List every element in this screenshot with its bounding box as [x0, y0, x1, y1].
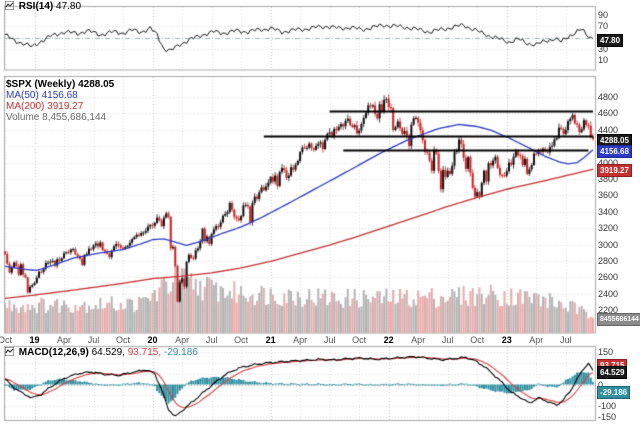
- ma50-value: 4156.68: [41, 90, 78, 101]
- x-axis-label: 23: [501, 335, 512, 345]
- rsi-axis-label: 70: [598, 21, 609, 32]
- volume-value-box: 8455686144: [597, 313, 640, 326]
- ma50-label: MA(50): [6, 90, 39, 101]
- macd-legend-label: MACD(12,26,9): [18, 347, 89, 358]
- ma50-value-box: 4156.68: [597, 145, 632, 158]
- symbol-last-value: 4288.05: [78, 79, 115, 90]
- macd-signal-value: 93.715,: [127, 347, 162, 358]
- volume-row: Volume 8,455,686,144: [6, 112, 114, 123]
- price-axis-label: 3800: [598, 174, 619, 184]
- rsi-axis-label: 10: [598, 55, 609, 65]
- macd-axis-label: -150: [598, 412, 617, 422]
- indicator-icon: [5, 347, 14, 356]
- x-axis-label: Apr: [411, 335, 426, 345]
- macd-axis-label: 0: [598, 379, 604, 390]
- x-axis-label: Jul: [87, 335, 100, 345]
- x-axis-label: Apr: [293, 335, 308, 345]
- x-axis-label: Oct: [352, 335, 367, 345]
- x-axis-label: Oct: [234, 335, 249, 345]
- macd-value-box: 64.529: [597, 366, 628, 379]
- x-axis-label: Apr: [175, 335, 190, 345]
- x-axis-label: Oct: [0, 335, 13, 345]
- macd-hist-value: -29.186: [163, 347, 198, 358]
- ma200-value: 3919.27: [47, 101, 84, 112]
- x-axis-label: 20: [147, 335, 158, 345]
- price-axis-label: 3400: [598, 206, 619, 217]
- x-axis-label: 19: [29, 335, 40, 345]
- price-axis-label: 4000: [598, 157, 619, 168]
- macd-hist-box: -29.186: [597, 386, 631, 399]
- x-axis-label: Apr: [529, 335, 544, 345]
- ma200-label: MA(200): [6, 101, 45, 112]
- price-legend: $SPX (Weekly) 4288.05 MA(50) 4156.68 MA(…: [6, 79, 114, 123]
- ma50-row: MA(50) 4156.68: [6, 90, 114, 101]
- macd-legend: MACD(12,26,9) 64.529, 93.715, -29.186: [5, 347, 198, 358]
- x-axis-label: Jul: [559, 335, 572, 345]
- rsi-legend: RSI(14) 47.80: [5, 1, 81, 12]
- price-axis-label: 2400: [598, 288, 619, 299]
- price-axis-label: 2200: [598, 305, 619, 316]
- price-axis-label: 2800: [598, 256, 619, 266]
- macd-axis-label: -100: [598, 401, 617, 412]
- price-axis-label: 3200: [598, 223, 619, 234]
- volume-label: Volume: [6, 112, 40, 123]
- rsi-axis-label: 90: [598, 10, 609, 20]
- x-axis-label: 22: [383, 335, 394, 345]
- x-axis-label: Oct: [116, 335, 131, 345]
- ma200-value-box: 3919.27: [597, 164, 632, 177]
- rsi-legend-label: RSI(14): [18, 1, 54, 12]
- x-axis-label: 21: [265, 335, 276, 345]
- price-axis-label: 4400: [598, 124, 619, 135]
- indicator-icon: [5, 1, 14, 10]
- x-axis-label: Apr: [57, 335, 72, 345]
- volume-value: 8,455,686,144: [42, 112, 107, 123]
- symbol-label: $SPX (Weekly): [6, 79, 76, 90]
- price-axis-label: 4800: [598, 92, 619, 102]
- rsi-axis-label: 30: [598, 43, 609, 54]
- macd-axis-label: 150: [598, 347, 614, 357]
- rsi-value-box: 47.80: [597, 34, 624, 47]
- macd-value: 64.529,: [91, 347, 125, 358]
- x-axis-label: Oct: [470, 335, 485, 345]
- price-axis-label: 4600: [598, 108, 619, 119]
- price-axis-label: 3000: [598, 239, 619, 250]
- price-axis-label: 2600: [598, 272, 619, 283]
- x-axis-label: Jul: [441, 335, 454, 345]
- x-axis-label: Jul: [323, 335, 336, 345]
- price-axis-label: 3600: [598, 190, 619, 201]
- ma200-row: MA(200) 3919.27: [6, 101, 114, 112]
- x-axis-label: Jul: [205, 335, 218, 345]
- symbol-row: $SPX (Weekly) 4288.05: [6, 79, 114, 90]
- rsi-legend-value: 47.80: [56, 1, 82, 12]
